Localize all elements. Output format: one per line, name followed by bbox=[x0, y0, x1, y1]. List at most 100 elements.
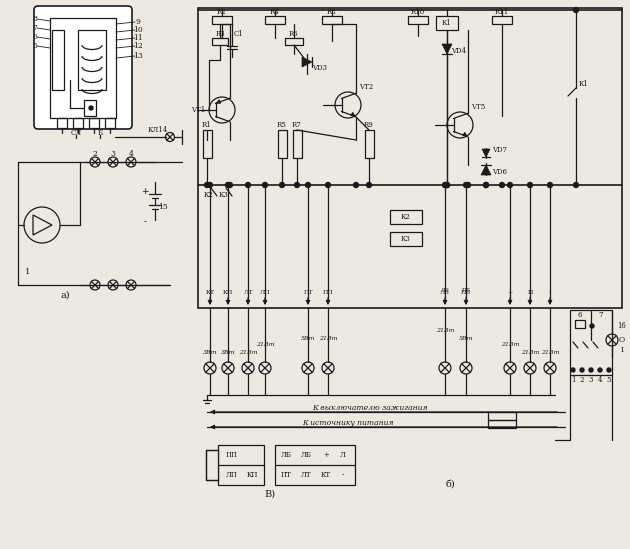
Bar bbox=[278, 130, 287, 158]
Bar bbox=[390, 210, 422, 224]
Polygon shape bbox=[481, 165, 491, 175]
Text: -: - bbox=[144, 217, 147, 227]
Circle shape bbox=[205, 182, 210, 188]
Circle shape bbox=[445, 182, 449, 188]
Bar bbox=[322, 16, 342, 24]
Bar bbox=[212, 16, 232, 24]
Text: ПБ: ПБ bbox=[461, 289, 471, 294]
Text: 1: 1 bbox=[25, 268, 31, 276]
Circle shape bbox=[445, 182, 449, 188]
Bar bbox=[78, 30, 106, 90]
Bar bbox=[365, 130, 374, 158]
Text: ПБ: ПБ bbox=[462, 288, 471, 293]
Text: 1: 1 bbox=[571, 376, 575, 384]
Text: 5: 5 bbox=[607, 376, 611, 384]
Circle shape bbox=[589, 368, 593, 372]
Text: К2: К2 bbox=[401, 213, 411, 221]
Bar bbox=[293, 130, 302, 158]
Text: 8: 8 bbox=[33, 15, 37, 23]
Bar bbox=[212, 38, 228, 45]
Text: 7: 7 bbox=[33, 24, 37, 32]
Text: 9: 9 bbox=[135, 18, 140, 26]
Text: ЛТ: ЛТ bbox=[243, 289, 253, 294]
Circle shape bbox=[464, 182, 469, 188]
Bar bbox=[73, 118, 83, 128]
Circle shape bbox=[598, 368, 602, 372]
Text: К3: К3 bbox=[401, 235, 411, 243]
Text: К3: К3 bbox=[219, 191, 229, 199]
Circle shape bbox=[573, 182, 578, 188]
Text: 10: 10 bbox=[133, 26, 143, 34]
Text: КП: КП bbox=[223, 289, 233, 294]
Text: К2: К2 bbox=[204, 191, 214, 199]
Bar bbox=[218, 445, 264, 485]
Circle shape bbox=[246, 182, 251, 188]
Polygon shape bbox=[482, 149, 490, 157]
Text: б): б) bbox=[445, 479, 455, 489]
Text: О: О bbox=[619, 336, 625, 344]
Circle shape bbox=[263, 182, 268, 188]
Text: П: П bbox=[527, 289, 533, 294]
Bar bbox=[436, 16, 458, 30]
Circle shape bbox=[508, 182, 512, 188]
Circle shape bbox=[607, 368, 611, 372]
Text: ЛТ: ЛТ bbox=[301, 471, 311, 479]
Text: К1: К1 bbox=[579, 80, 589, 88]
Polygon shape bbox=[302, 57, 312, 67]
Circle shape bbox=[573, 8, 578, 13]
Text: 5: 5 bbox=[33, 42, 37, 50]
Text: ЛБ: ЛБ bbox=[440, 289, 450, 294]
Text: R10: R10 bbox=[411, 8, 425, 16]
Text: 5Вт: 5Вт bbox=[301, 335, 315, 340]
Text: 21Вт: 21Вт bbox=[319, 335, 337, 340]
Text: VD6: VD6 bbox=[493, 168, 508, 176]
Text: 5Вт: 5Вт bbox=[459, 335, 473, 340]
Text: К1: К1 bbox=[442, 19, 452, 27]
Bar bbox=[52, 30, 64, 90]
Text: ПТ: ПТ bbox=[303, 289, 312, 294]
Text: 3Вт: 3Вт bbox=[203, 350, 217, 355]
Circle shape bbox=[306, 182, 311, 188]
Bar bbox=[57, 118, 67, 128]
Circle shape bbox=[227, 182, 232, 188]
Text: КТ: КТ bbox=[321, 471, 331, 479]
Text: 3: 3 bbox=[110, 150, 115, 158]
Bar bbox=[198, 8, 622, 308]
Circle shape bbox=[527, 182, 532, 188]
Bar bbox=[105, 118, 115, 128]
Text: VD4: VD4 bbox=[452, 47, 466, 55]
Text: а): а) bbox=[60, 290, 70, 300]
Bar bbox=[492, 16, 512, 24]
Text: 7: 7 bbox=[598, 311, 604, 319]
Text: 21Вт: 21Вт bbox=[256, 343, 274, 348]
Text: 11: 11 bbox=[133, 34, 143, 42]
Text: 21Вт: 21Вт bbox=[239, 350, 257, 355]
Text: C1: C1 bbox=[233, 30, 243, 38]
Text: R9: R9 bbox=[364, 121, 374, 129]
Text: I: I bbox=[621, 346, 624, 354]
Circle shape bbox=[580, 368, 584, 372]
Text: КТ: КТ bbox=[205, 289, 214, 294]
Text: КЛ14: КЛ14 bbox=[148, 126, 168, 134]
Text: 21Вт: 21Вт bbox=[521, 350, 539, 355]
Bar bbox=[265, 16, 285, 24]
Circle shape bbox=[353, 182, 358, 188]
Bar bbox=[84, 100, 96, 116]
Text: 4: 4 bbox=[129, 150, 134, 158]
Bar bbox=[285, 38, 303, 45]
Text: ЛП: ЛП bbox=[226, 471, 238, 479]
Text: 21Вт: 21Вт bbox=[541, 350, 559, 355]
Text: R5: R5 bbox=[277, 121, 287, 129]
Circle shape bbox=[571, 368, 575, 372]
Text: В): В) bbox=[265, 490, 275, 498]
Bar bbox=[408, 16, 428, 24]
Circle shape bbox=[226, 182, 231, 188]
Text: 3: 3 bbox=[589, 376, 593, 384]
Text: 4: 4 bbox=[598, 376, 602, 384]
Text: +: + bbox=[323, 451, 329, 459]
Circle shape bbox=[280, 182, 285, 188]
Bar bbox=[390, 232, 422, 246]
Text: ЛБ: ЛБ bbox=[301, 451, 311, 459]
Bar bbox=[89, 118, 99, 128]
Text: 13: 13 bbox=[133, 52, 143, 60]
